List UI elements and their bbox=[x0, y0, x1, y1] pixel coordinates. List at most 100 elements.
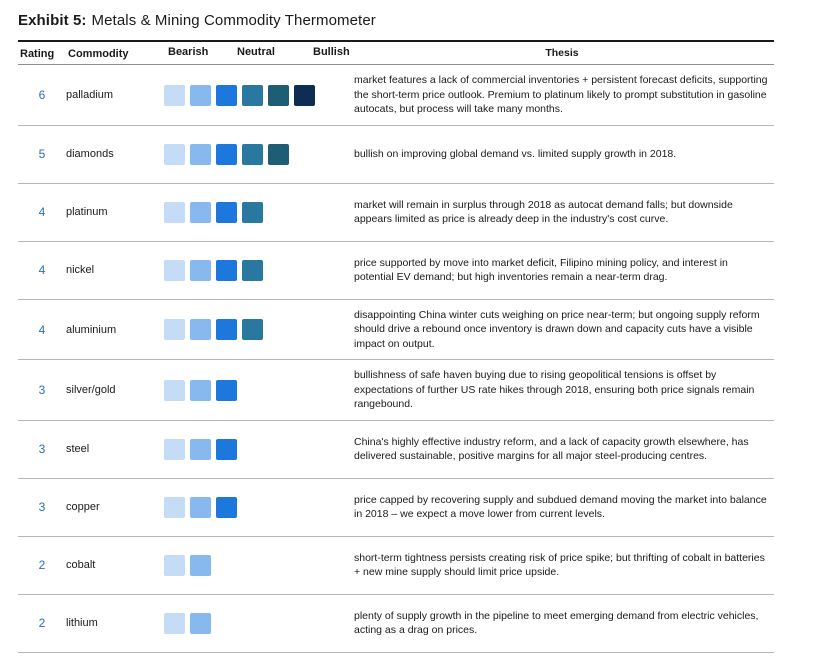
thermometer-cell bbox=[216, 319, 237, 341]
thermometer-cell bbox=[190, 438, 211, 460]
thermometer-cell bbox=[164, 201, 185, 223]
thermometer-cell bbox=[294, 84, 315, 106]
header-neutral: Neutral bbox=[237, 46, 275, 59]
thermometer-cell bbox=[242, 319, 263, 341]
exhibit-title-text: Metals & Mining Commodity Thermometer bbox=[91, 12, 376, 29]
thermometer-cell bbox=[190, 201, 211, 223]
thermometer-cell bbox=[164, 319, 185, 341]
thermometer bbox=[164, 319, 354, 341]
thermometer-cell bbox=[216, 438, 237, 460]
header-commodity: Commodity bbox=[68, 48, 129, 61]
commodity-label: platinum bbox=[66, 206, 108, 219]
thermometer bbox=[164, 438, 354, 460]
commodity-label: palladium bbox=[66, 89, 114, 102]
rating-value: 2 bbox=[38, 558, 46, 573]
table-row: 3 silver/gold bullishness of safe haven bu… bbox=[18, 360, 774, 421]
table-row: 4 platinum market will remain in surplus t… bbox=[18, 184, 774, 242]
thermometer-cell bbox=[164, 438, 185, 460]
rating-value: 4 bbox=[38, 263, 46, 278]
thermometer-cell bbox=[242, 259, 263, 281]
thermometer bbox=[164, 201, 354, 223]
thermometer-cell bbox=[216, 259, 237, 281]
thesis-text: plenty of supply growth in the pipeline … bbox=[354, 609, 759, 637]
commodity-label: lithium bbox=[66, 617, 98, 630]
table-row: 3 copper price capped by recovering supply… bbox=[18, 479, 774, 537]
commodity-label: silver/gold bbox=[66, 384, 116, 397]
thesis-text: short-term tightness persists creating r… bbox=[354, 551, 765, 579]
table-body: 6 palladium market features a lack of comm… bbox=[18, 65, 774, 653]
commodity-label: cobalt bbox=[66, 559, 96, 572]
thermometer-cell bbox=[190, 612, 211, 634]
exhibit-number: Exhibit 5: bbox=[18, 12, 87, 29]
thermometer-cell bbox=[164, 84, 185, 106]
thesis-text: bullish on improving global demand vs. l… bbox=[354, 148, 677, 161]
thermometer-cell bbox=[216, 84, 237, 106]
thermometer-cell bbox=[190, 379, 211, 401]
thermometer-cell bbox=[164, 554, 185, 576]
header-bearish: Bearish bbox=[168, 46, 209, 59]
thesis-text: China's highly effective industry reform… bbox=[354, 435, 749, 463]
thermometer bbox=[164, 496, 354, 518]
table-row: 6 palladium market features a lack of comm… bbox=[18, 65, 774, 126]
thermometer-cell bbox=[242, 201, 263, 223]
commodity-label: aluminium bbox=[66, 323, 117, 336]
rating-value: 3 bbox=[38, 500, 46, 515]
commodity-label: diamonds bbox=[66, 148, 114, 161]
table-row: 4 aluminium disappointing China winter cut… bbox=[18, 300, 774, 361]
table-row: 3 steel China's highly effective industry … bbox=[18, 421, 774, 479]
table-row: 2 cobalt short-term tightness persists cre… bbox=[18, 537, 774, 595]
thesis-text: price capped by recovering supply and su… bbox=[354, 493, 767, 521]
commodity-label: copper bbox=[66, 501, 100, 514]
thesis-text: disappointing China winter cuts weighing… bbox=[354, 308, 760, 350]
exhibit-page: Exhibit 5: Metals & Mining Commodity Ther… bbox=[18, 12, 807, 653]
header-bullish: Bullish bbox=[313, 46, 350, 59]
thermometer-cell bbox=[216, 379, 237, 401]
page-title: Exhibit 5: Metals & Mining Commodity Ther… bbox=[18, 12, 807, 29]
table-row: 2 lithium plenty of supply growth in the p… bbox=[18, 595, 774, 653]
thesis-text: market will remain in surplus through 20… bbox=[354, 198, 733, 226]
thermometer bbox=[164, 143, 354, 165]
table-row: 5 diamonds bullish on improving global dem… bbox=[18, 126, 774, 184]
thermometer-cell bbox=[216, 143, 237, 165]
thermometer bbox=[164, 84, 354, 106]
thermometer-cell bbox=[190, 554, 211, 576]
header-row: Rating Commodity Bearish Neutral Bullish… bbox=[18, 42, 774, 66]
thermometer-table: Rating Commodity Bearish Neutral Bullish… bbox=[18, 40, 774, 653]
rating-value: 4 bbox=[38, 322, 46, 337]
thermometer-cell bbox=[164, 379, 185, 401]
rating-value: 3 bbox=[38, 442, 46, 457]
thermometer-cell bbox=[190, 496, 211, 518]
header-rating: Rating bbox=[20, 48, 55, 61]
header-scale: Bearish Neutral Bullish bbox=[166, 46, 356, 60]
thermometer-cell bbox=[164, 143, 185, 165]
thermometer-cell bbox=[242, 84, 263, 106]
thermometer bbox=[164, 612, 354, 634]
thermometer-cell bbox=[242, 143, 263, 165]
thermometer-cell bbox=[190, 259, 211, 281]
thermometer bbox=[164, 259, 354, 281]
table-row: 4 nickel price supported by move into mark… bbox=[18, 242, 774, 300]
thermometer-cell bbox=[190, 319, 211, 341]
thesis-text: market features a lack of commercial inv… bbox=[354, 74, 768, 116]
rating-value: 3 bbox=[38, 383, 46, 398]
thesis-text: price supported by move into market defi… bbox=[354, 256, 728, 284]
thermometer-cell bbox=[190, 143, 211, 165]
thermometer-cell bbox=[216, 496, 237, 518]
thermometer-cell bbox=[216, 201, 237, 223]
rating-value: 6 bbox=[38, 88, 46, 103]
thermometer-cell bbox=[164, 612, 185, 634]
rating-value: 4 bbox=[38, 205, 46, 220]
header-thesis: Thesis bbox=[545, 47, 579, 59]
thermometer-cell bbox=[164, 259, 185, 281]
rating-value: 2 bbox=[38, 616, 46, 631]
thermometer-cell bbox=[268, 143, 289, 165]
commodity-label: steel bbox=[66, 443, 90, 456]
thermometer-cell bbox=[164, 496, 185, 518]
thermometer bbox=[164, 379, 354, 401]
commodity-label: nickel bbox=[66, 264, 95, 277]
thermometer bbox=[164, 554, 354, 576]
thesis-text: bullishness of safe haven buying due to … bbox=[354, 369, 755, 411]
rating-value: 5 bbox=[38, 147, 46, 162]
thermometer-cell bbox=[268, 84, 289, 106]
thermometer-cell bbox=[190, 84, 211, 106]
